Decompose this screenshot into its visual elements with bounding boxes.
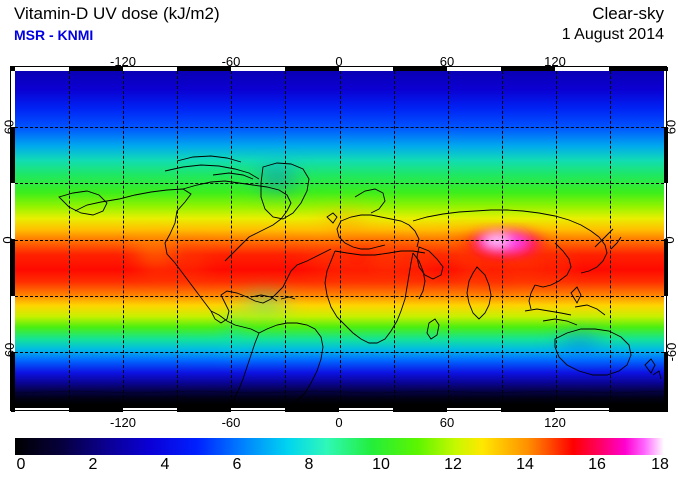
xtick-top-120: 120 [544, 54, 566, 69]
uv-dose-heatmap [15, 71, 664, 408]
cb-tick-8: 8 [304, 456, 314, 473]
colorbar-tick-labels: 0 2 4 6 8 10 12 14 16 18 [15, 456, 669, 478]
ytick-right--60: -60 [663, 342, 678, 362]
ytick-right-60: 60 [663, 119, 678, 135]
map-frame-top [13, 67, 666, 71]
colorbar [15, 438, 664, 455]
ytick-left-60: 60 [1, 119, 17, 135]
ytick-left-0: 0 [0, 236, 16, 244]
colorbar-gradient [15, 438, 664, 455]
ytick-right-0: 0 [662, 236, 678, 244]
cb-tick-14: 14 [516, 456, 534, 473]
cb-tick-4: 4 [160, 456, 170, 473]
date-label: 1 August 2014 [561, 26, 664, 43]
cb-tick-10: 10 [372, 456, 390, 473]
xtick-bottom-0: 0 [335, 415, 343, 430]
xtick-top--120: -120 [109, 54, 137, 69]
cb-tick-0: 0 [16, 456, 26, 473]
heatmap-raster [15, 71, 664, 408]
cb-tick-18: 18 [651, 456, 669, 473]
cb-tick-12: 12 [444, 456, 462, 473]
ytick-left--60: -60 [1, 342, 17, 362]
cb-tick-16: 16 [588, 456, 606, 473]
xtick-bottom--60: -60 [221, 415, 241, 430]
xtick-bottom-60: 60 [439, 415, 455, 430]
xtick-top-0: 0 [335, 54, 343, 69]
sky-condition-label: Clear-sky [592, 4, 664, 23]
map-plot-area [10, 66, 668, 412]
xtick-bottom-120: 120 [544, 415, 566, 430]
coastlines [15, 155, 664, 408]
data-source-label: MSR - KNMI [14, 27, 94, 43]
xtick-bottom--120: -120 [109, 415, 137, 430]
page-title: Vitamin-D UV dose (kJ/m2) [14, 4, 220, 23]
map-frame-left [11, 67, 15, 412]
map-frame-bottom [13, 408, 666, 412]
xtick-top--60: -60 [221, 54, 241, 69]
cb-tick-6: 6 [232, 456, 242, 473]
cb-tick-2: 2 [88, 456, 98, 473]
xtick-top-60: 60 [439, 54, 455, 69]
